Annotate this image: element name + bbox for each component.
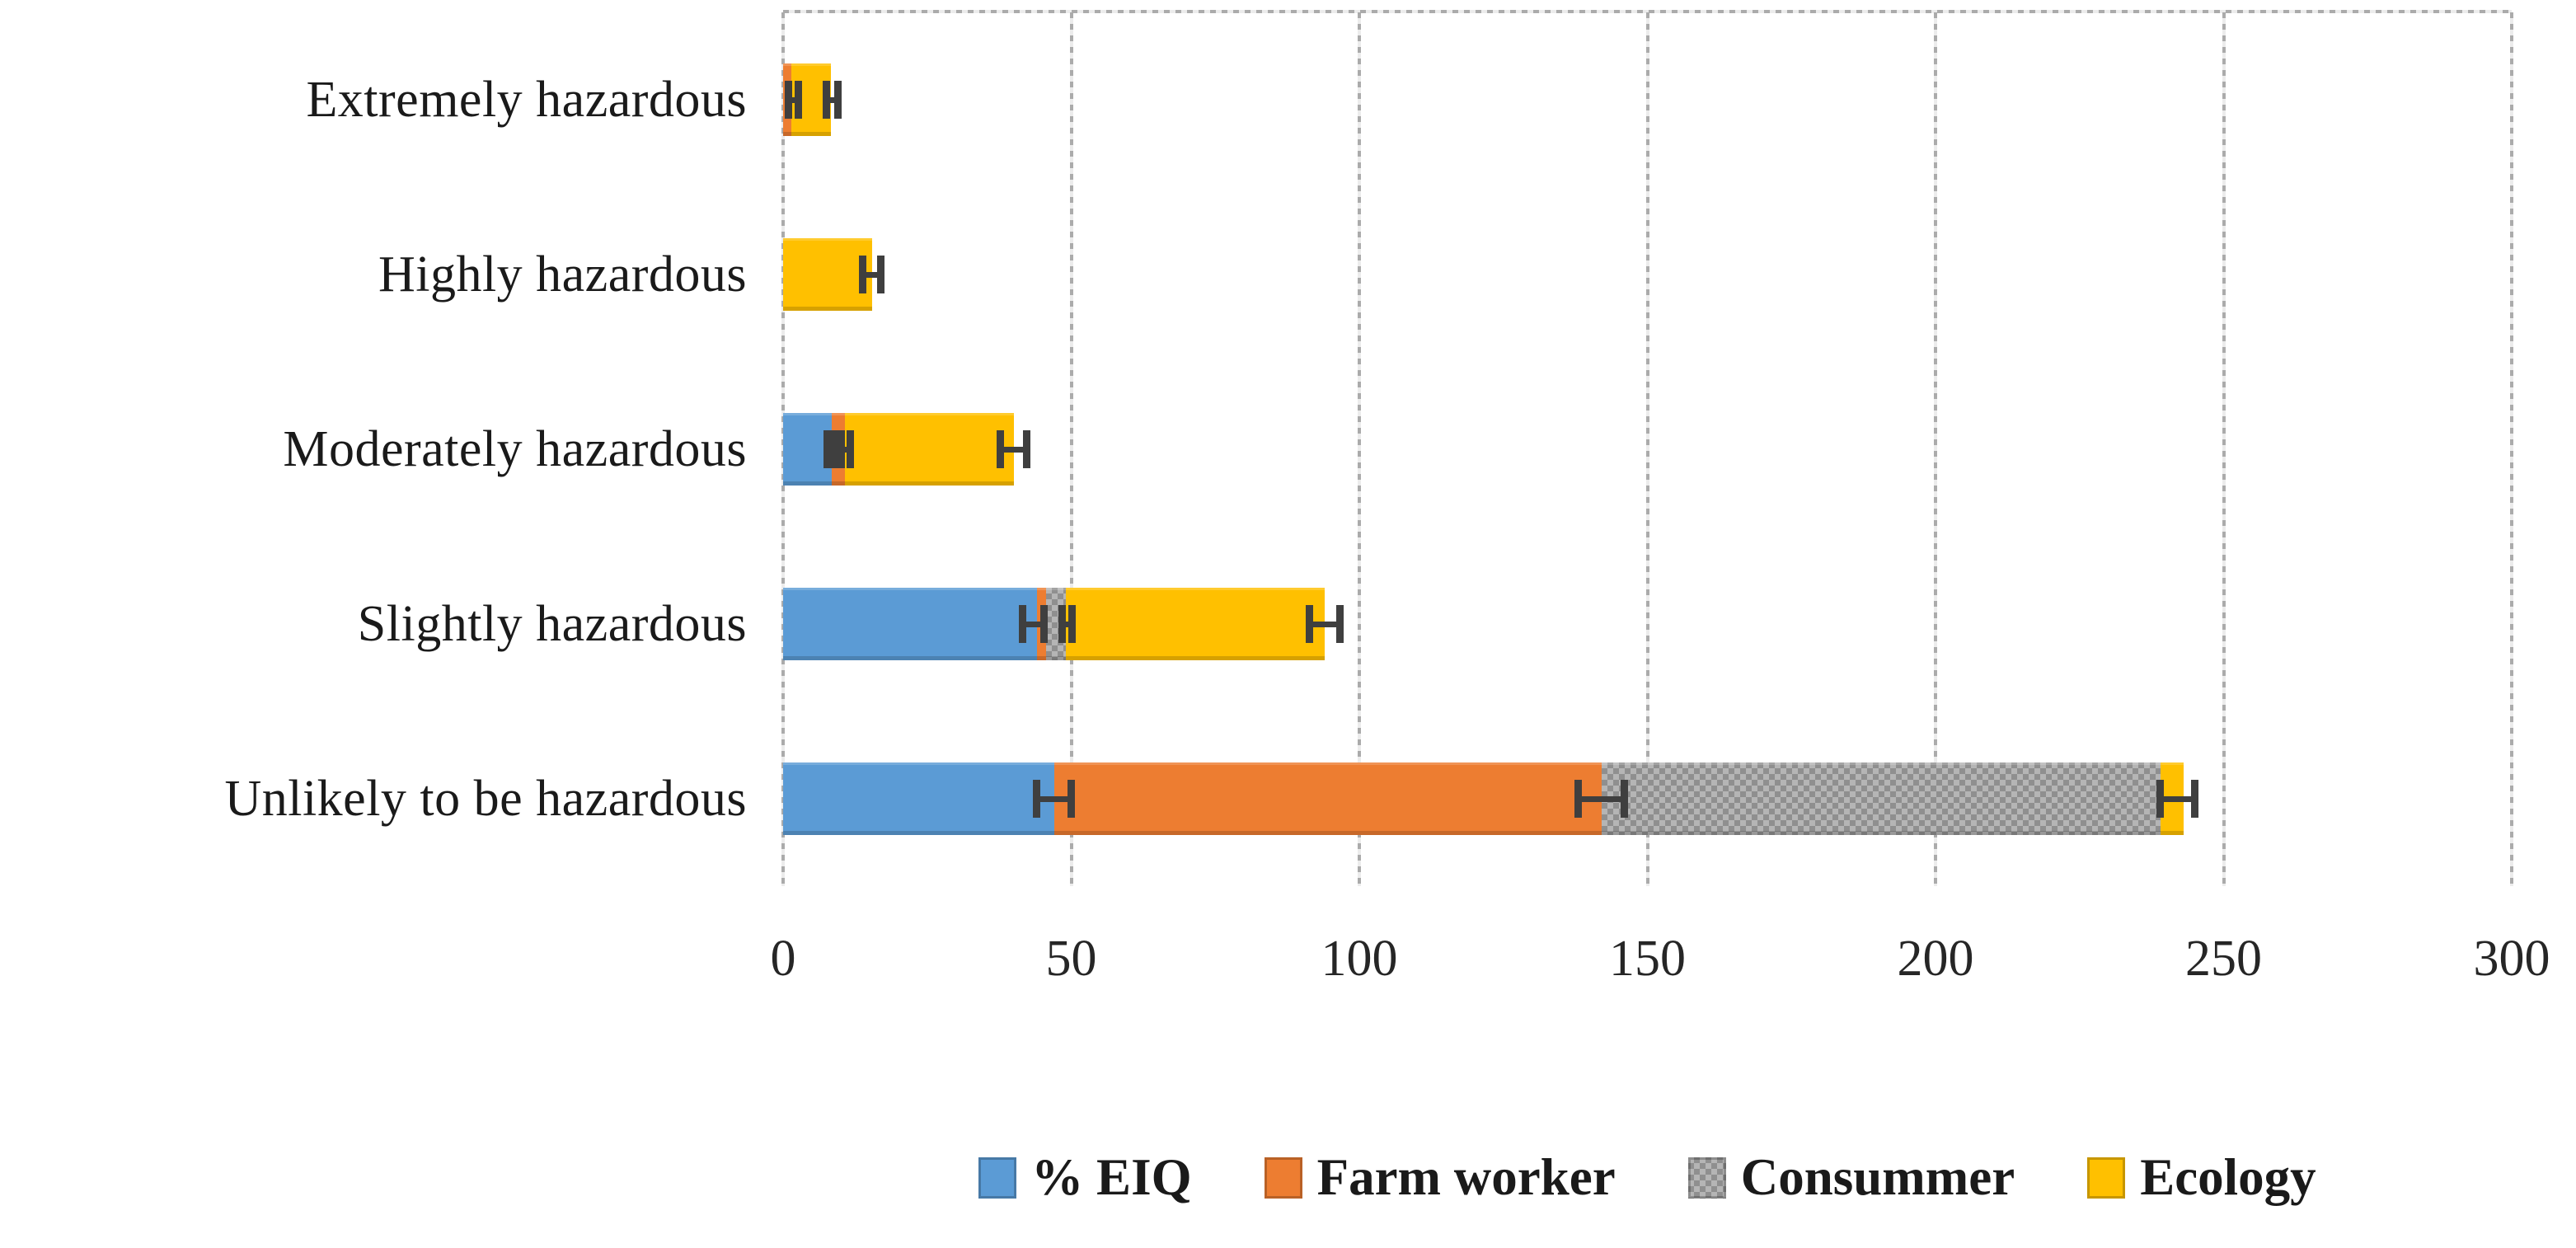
x-tick-label: 150	[1609, 931, 1686, 987]
error-bar	[2160, 795, 2195, 802]
x-tick-label: 0	[770, 931, 796, 987]
error-bar	[841, 446, 851, 453]
bar-segment-eiq	[783, 588, 1037, 660]
error-bar-cap	[1335, 605, 1344, 643]
error-bar-cap	[1058, 605, 1066, 643]
error-bar-cap	[1033, 780, 1041, 818]
plot-top-border	[783, 10, 2512, 13]
error-bar-cap	[833, 81, 842, 119]
gridline	[2222, 12, 2226, 886]
error-bar-cap	[794, 81, 802, 119]
legend: % EIQ Farm worker Consummer Ecology	[783, 1147, 2512, 1208]
legend-label: Consummer	[1740, 1148, 2015, 1206]
legend-label: % EIQ	[1031, 1148, 1192, 1206]
error-bar	[1309, 621, 1340, 627]
error-bar-cap	[858, 256, 866, 293]
x-tick-label: 300	[2473, 931, 2550, 987]
error-bar-cap	[823, 430, 831, 468]
error-bar-cap	[822, 81, 830, 119]
legend-label: Ecology	[2140, 1148, 2316, 1206]
x-tick-label: 250	[2185, 931, 2262, 987]
error-bar	[1578, 795, 1625, 802]
error-bar-cap	[997, 430, 1005, 468]
bar-segment-ecology	[783, 238, 873, 311]
gridline	[1645, 12, 1649, 886]
error-bar	[1062, 621, 1072, 627]
error-bar-cap	[1040, 605, 1049, 643]
x-tick-label: 50	[1045, 931, 1097, 987]
x-tick-label: 200	[1897, 931, 1974, 987]
gridline	[1934, 12, 1937, 886]
gridline	[1069, 12, 1073, 886]
legend-item-ecology: Ecology	[2087, 1147, 2316, 1208]
legend-swatch-ecology	[2087, 1157, 2126, 1199]
plot-area	[781, 10, 2513, 886]
error-bar-cap	[877, 256, 885, 293]
gridline	[2510, 12, 2513, 886]
bar-segment-eiq	[783, 762, 1054, 835]
error-bar-cap	[838, 430, 846, 468]
error-bar-cap	[1023, 430, 1031, 468]
legend-swatch-consummer	[1687, 1157, 1726, 1199]
error-bar	[827, 446, 835, 453]
error-bar-cap	[1018, 605, 1026, 643]
error-bar	[1022, 621, 1044, 627]
legend-item-farm-worker: Farm worker	[1264, 1147, 1616, 1208]
error-bar	[862, 271, 881, 278]
legend-item-eiq: % EIQ	[978, 1147, 1192, 1208]
error-bar	[826, 96, 838, 103]
x-tick-label: 100	[1321, 931, 1398, 987]
legend-swatch-eiq	[978, 1157, 1017, 1199]
category-axis: Extremely hazardous Highly hazardous Moder…	[0, 12, 763, 886]
legend-swatch-farm-worker	[1264, 1157, 1302, 1199]
error-bar-cap	[785, 81, 793, 119]
category-label: Highly hazardous	[378, 246, 747, 303]
bar-segment-ecology	[845, 413, 1014, 486]
error-bar-cap	[1306, 605, 1314, 643]
error-bar	[788, 96, 799, 103]
category-label: Moderately hazardous	[283, 420, 747, 477]
category-label: Extremely hazardous	[306, 71, 747, 128]
error-bar	[1000, 446, 1027, 453]
error-bar	[1036, 795, 1072, 802]
bar-segment-farm-worker	[1053, 762, 1602, 835]
category-label: Slightly hazardous	[357, 595, 747, 652]
bar-segment-consummer	[1601, 762, 2161, 835]
error-bar-cap	[1068, 605, 1077, 643]
gridline	[1358, 12, 1361, 886]
category-label: Unlikely to be hazardous	[224, 770, 747, 827]
error-bar-cap	[2191, 780, 2199, 818]
error-bar-cap	[847, 430, 855, 468]
error-bar-cap	[1574, 780, 1583, 818]
error-bar-cap	[831, 430, 839, 468]
error-bar-cap	[1621, 780, 1629, 818]
legend-label: Farm worker	[1316, 1148, 1616, 1206]
bar-segment-ecology	[1065, 588, 1326, 660]
error-bar-cap	[1067, 780, 1075, 818]
legend-item-consummer: Consummer	[1687, 1147, 2015, 1208]
error-bar-cap	[2156, 780, 2165, 818]
